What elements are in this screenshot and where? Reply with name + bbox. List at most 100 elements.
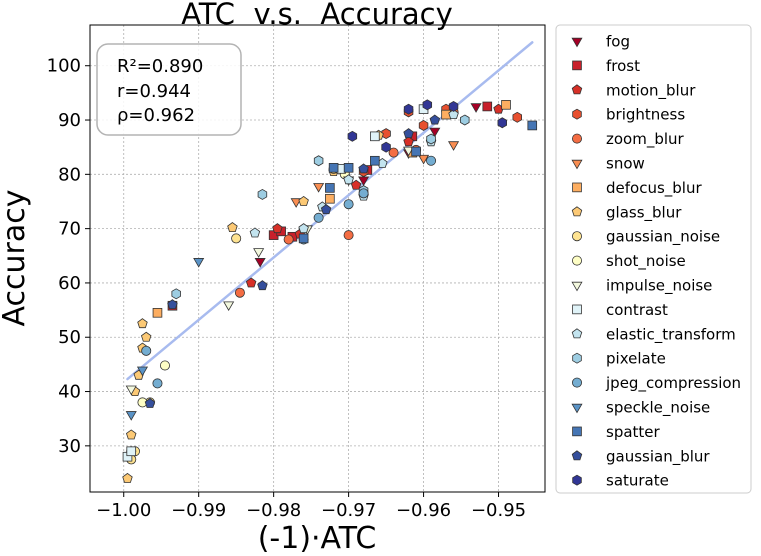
point-saturate bbox=[497, 117, 508, 129]
x-axis-label: (-1)·ATC bbox=[258, 521, 377, 556]
point-spatter bbox=[298, 233, 309, 244]
point-spatter bbox=[343, 163, 354, 173]
legend-marker-spatter bbox=[572, 426, 582, 437]
point-spatter bbox=[328, 163, 339, 173]
point-speckle_noise bbox=[193, 258, 205, 268]
legend-marker-pixelate bbox=[572, 352, 582, 364]
point-zoom_blur bbox=[283, 234, 294, 245]
point-pixelate bbox=[426, 133, 436, 145]
point-speckle_noise bbox=[136, 366, 149, 377]
y-tick-label: 50 bbox=[58, 327, 81, 348]
legend-label-brightness: brightness bbox=[606, 106, 685, 124]
legend-label-shot_noise: shot_noise bbox=[606, 252, 686, 271]
point-brightness bbox=[381, 128, 391, 140]
legend-label-zoom_blur: zoom_blur bbox=[606, 130, 685, 149]
legend-marker-defocus_blur bbox=[572, 182, 582, 193]
x-tick-label: −0.99 bbox=[171, 500, 226, 521]
legend: fog frost motion_blur brightness zoom_blursn… bbox=[555, 24, 752, 494]
legend-label-glass_blur: glass_blur bbox=[606, 203, 682, 222]
legend-frame bbox=[555, 24, 752, 494]
point-fog bbox=[429, 127, 441, 138]
legend-marker-zoom_blur bbox=[572, 133, 583, 144]
legend-marker-gaussian_noise bbox=[572, 231, 583, 242]
point-defocus_blur bbox=[325, 193, 335, 204]
point-glass_blur bbox=[137, 318, 148, 329]
point-glass_blur bbox=[227, 222, 238, 232]
y-tick-label: 30 bbox=[58, 436, 81, 457]
r-squared-label: R²=0.890 bbox=[117, 56, 203, 77]
legend-marker-snow bbox=[571, 159, 583, 170]
stats-box: R²=0.890 r=0.944 ρ=0.962 bbox=[96, 43, 242, 136]
point-saturate bbox=[347, 130, 358, 142]
legend-label-contrast: contrast bbox=[606, 301, 668, 319]
y-tick-label: 90 bbox=[58, 110, 81, 131]
plot-frame bbox=[89, 24, 546, 493]
y-axis-label: Accuracy bbox=[0, 190, 32, 327]
legend-marker-brightness bbox=[572, 108, 582, 120]
legend-label-saturate: saturate bbox=[606, 472, 669, 490]
point-snow bbox=[448, 141, 460, 151]
point-pixelate bbox=[171, 288, 181, 300]
axis-ticks: −1.00 −0.99 −0.98 −0.97 −0.96 −0.95 30 40 50 60 70… bbox=[47, 56, 526, 521]
point-jpeg_compression bbox=[141, 345, 152, 356]
point-glass_blur bbox=[122, 472, 133, 483]
point-jpeg_compression bbox=[313, 212, 324, 223]
point-gaussian_blur bbox=[403, 128, 414, 139]
point-gaussian_blur bbox=[320, 204, 332, 215]
point-impulse_noise bbox=[125, 385, 137, 396]
legend-marker-frost bbox=[572, 60, 582, 71]
point-snow bbox=[290, 198, 302, 208]
legend-marker-glass_blur bbox=[571, 206, 583, 217]
x-tick-label: −0.96 bbox=[396, 500, 451, 521]
point-zoom_blur bbox=[234, 287, 245, 298]
point-jpeg_compression bbox=[152, 378, 163, 389]
y-tick-label: 40 bbox=[58, 382, 81, 403]
legend-marker-contrast bbox=[572, 304, 582, 315]
point-defocus_blur bbox=[501, 100, 511, 110]
point-brightness bbox=[418, 119, 429, 131]
point-glass_blur bbox=[140, 331, 152, 342]
point-saturate bbox=[422, 99, 433, 111]
point-glass_blur bbox=[298, 195, 309, 206]
point-motion_blur bbox=[403, 136, 414, 147]
point-brightness bbox=[512, 111, 522, 123]
point-impulse_noise bbox=[253, 248, 265, 258]
point-gaussian_blur bbox=[429, 114, 441, 125]
point-elastic_transform bbox=[343, 174, 354, 185]
point-snow bbox=[313, 183, 325, 193]
point-spatter bbox=[411, 146, 421, 157]
point-impulse_noise bbox=[223, 301, 235, 312]
point-jpeg_compression bbox=[343, 199, 354, 210]
legend-marker-motion_blur bbox=[571, 84, 583, 95]
point-gaussian_blur bbox=[358, 163, 369, 174]
legend-label-jpeg_compression: jpeg_compression bbox=[605, 374, 741, 393]
point-speckle_noise bbox=[125, 411, 137, 421]
chart-title: ATC v.s. Accuracy bbox=[181, 0, 453, 31]
legend-marker-impulse_noise bbox=[571, 281, 583, 292]
point-spatter bbox=[325, 183, 335, 193]
point-elastic_transform bbox=[448, 109, 459, 120]
legend-marker-jpeg_compression bbox=[572, 377, 583, 388]
x-tick-label: −0.98 bbox=[246, 500, 301, 521]
legend-label-impulse_noise: impulse_noise bbox=[606, 277, 712, 296]
y-tick-label: 60 bbox=[58, 273, 81, 294]
point-motion_blur bbox=[245, 277, 257, 288]
x-tick-label: −0.95 bbox=[471, 500, 526, 521]
point-impulse_noise bbox=[403, 146, 415, 157]
point-pixelate bbox=[460, 114, 470, 126]
x-tick-label: −0.97 bbox=[321, 500, 376, 521]
point-defocus_blur bbox=[152, 308, 163, 318]
legend-marker-saturate bbox=[572, 474, 582, 486]
y-tick-label: 80 bbox=[58, 164, 81, 185]
point-zoom_blur bbox=[388, 147, 399, 158]
legend-marker-gaussian_blur bbox=[571, 450, 583, 461]
point-spatter bbox=[527, 120, 538, 131]
data-points bbox=[122, 99, 538, 483]
point-elastic_transform bbox=[249, 227, 261, 238]
y-tick-label: 100 bbox=[47, 56, 81, 77]
pearson-r-label: r=0.944 bbox=[117, 81, 191, 102]
point-motion_blur bbox=[272, 223, 283, 234]
legend-label-speckle_noise: speckle_noise bbox=[606, 399, 710, 418]
point-fog bbox=[470, 103, 482, 113]
point-contrast bbox=[126, 446, 137, 457]
